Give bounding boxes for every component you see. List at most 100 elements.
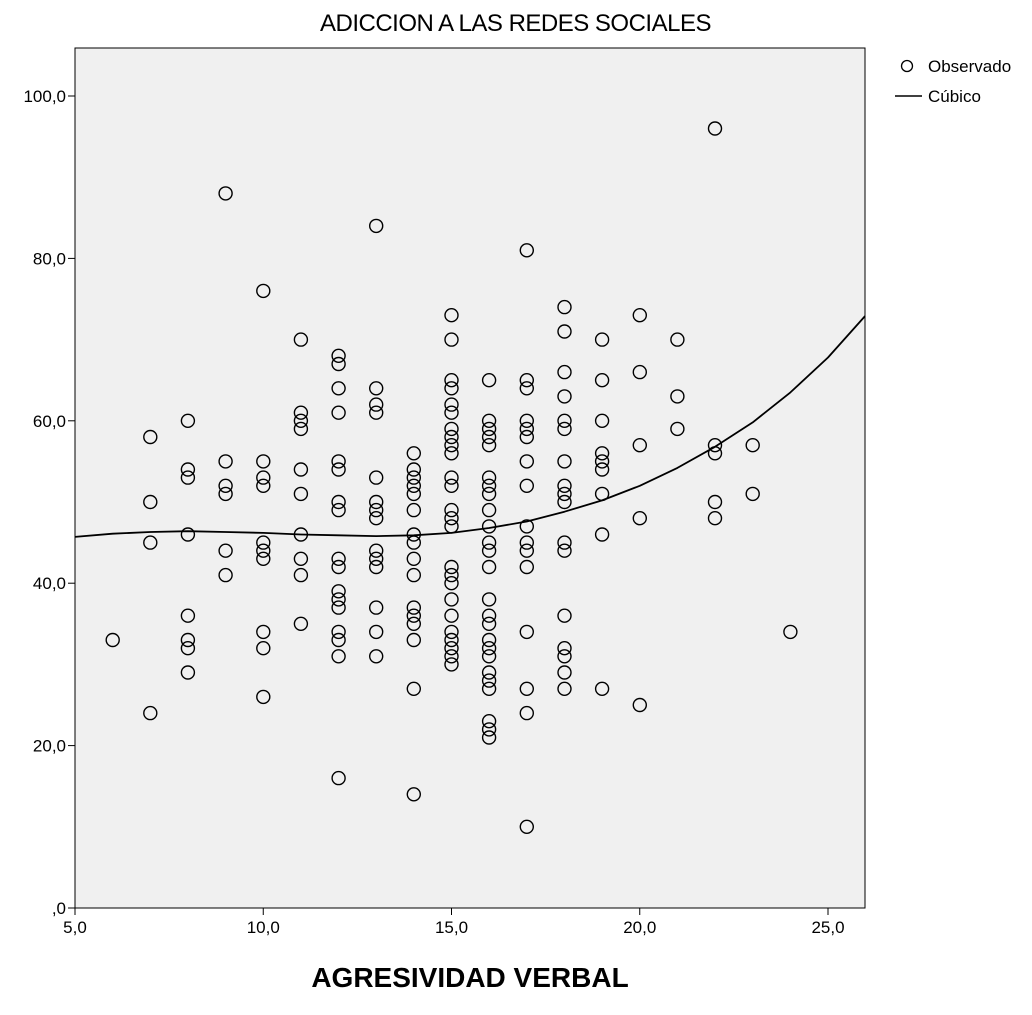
observed-point	[331, 551, 346, 566]
observed-point	[557, 543, 572, 558]
observed-point	[256, 535, 271, 550]
y-tick-label: 80,0	[33, 249, 66, 268]
x-tick-label: 10,0	[247, 918, 280, 937]
x-tick-label: 20,0	[623, 918, 656, 937]
observed-point	[406, 608, 421, 623]
observed-point	[519, 519, 534, 534]
y-tick-label: 40,0	[33, 574, 66, 593]
observed-point	[369, 551, 384, 566]
x-axis-label: AGRESIVIDAD VERBAL	[311, 962, 629, 993]
observed-point	[293, 486, 309, 502]
y-tick-label: 20,0	[33, 737, 66, 756]
observed-point	[557, 299, 572, 315]
observed-point	[444, 641, 459, 656]
observed-point	[481, 559, 497, 575]
observed-point	[481, 413, 497, 428]
observed-point	[594, 681, 610, 696]
observed-point	[180, 413, 196, 428]
legend: Observado Cúbico	[895, 57, 1011, 106]
observed-point	[331, 770, 346, 786]
observed-point	[369, 624, 384, 640]
observed-point	[256, 454, 271, 469]
observed-point	[444, 438, 459, 453]
observed-point	[707, 121, 723, 136]
observed-point	[331, 356, 346, 372]
observed-point	[444, 397, 459, 412]
observed-point	[256, 641, 271, 656]
observed-point	[519, 819, 534, 834]
observed-point	[218, 543, 233, 558]
observed-point	[444, 592, 459, 607]
observed-point	[180, 632, 196, 648]
observed-point	[218, 478, 233, 493]
observed-point	[594, 332, 610, 347]
observed-point	[519, 478, 534, 493]
observed-point	[444, 405, 459, 420]
observed-point	[331, 624, 346, 640]
observed-point	[331, 584, 346, 599]
observed-point	[594, 454, 610, 469]
observed-point	[481, 543, 497, 558]
observed-point	[369, 600, 384, 615]
x-tick-label: 5,0	[63, 918, 87, 937]
observed-point	[783, 624, 798, 640]
observed-point	[481, 673, 497, 688]
observed-point	[745, 438, 760, 453]
observed-point	[632, 511, 647, 526]
observed-point	[143, 535, 158, 550]
observed-point	[481, 616, 497, 631]
observed-point	[444, 559, 459, 575]
observed-point	[481, 641, 497, 656]
observed-point	[369, 649, 384, 664]
observed-point	[707, 511, 723, 526]
observed-point	[444, 470, 459, 485]
observed-point	[519, 624, 534, 640]
x-tick-label: 25,0	[811, 918, 844, 937]
observed-point	[481, 502, 497, 518]
observed-point	[519, 705, 534, 721]
observed-point	[557, 665, 572, 680]
observed-point	[105, 632, 120, 648]
observed-point	[180, 462, 196, 477]
observed-point	[331, 381, 346, 396]
observed-point	[594, 373, 610, 388]
observed-point	[369, 470, 384, 485]
observed-point	[444, 373, 459, 388]
observed-point	[557, 486, 572, 502]
fit-curve-layer	[74, 315, 866, 538]
observed-point	[632, 438, 647, 453]
legend-label-observado: Observado	[928, 57, 1011, 76]
observed-point	[444, 657, 459, 672]
observed-point	[519, 429, 534, 445]
observed-point	[557, 413, 572, 428]
observed-point	[180, 641, 196, 656]
observed-point	[369, 511, 384, 526]
observed-point	[557, 649, 572, 664]
observed-point	[481, 373, 497, 388]
observed-point	[444, 446, 459, 461]
plot-area	[74, 47, 866, 909]
observed-point	[369, 559, 384, 575]
observed-point	[406, 787, 421, 802]
observed-point	[444, 511, 459, 526]
observed-point	[444, 381, 459, 396]
observed-point	[481, 486, 497, 502]
observed-point	[256, 470, 271, 485]
observed-point	[481, 730, 497, 745]
observed-point	[594, 527, 610, 542]
observed-point	[519, 535, 534, 550]
observed-point	[369, 218, 384, 234]
observed-point	[557, 478, 572, 493]
observed-point	[369, 397, 384, 412]
observed-point	[557, 535, 572, 550]
observed-point	[519, 454, 534, 469]
observed-point	[519, 559, 534, 575]
observed-point	[557, 608, 572, 623]
chart-title: ADICCION A LAS REDES SOCIALES	[320, 10, 711, 37]
observed-point	[481, 665, 497, 680]
observed-point	[293, 405, 309, 420]
observed-point	[406, 632, 421, 648]
observed-point	[369, 405, 384, 420]
observed-point	[406, 681, 421, 696]
